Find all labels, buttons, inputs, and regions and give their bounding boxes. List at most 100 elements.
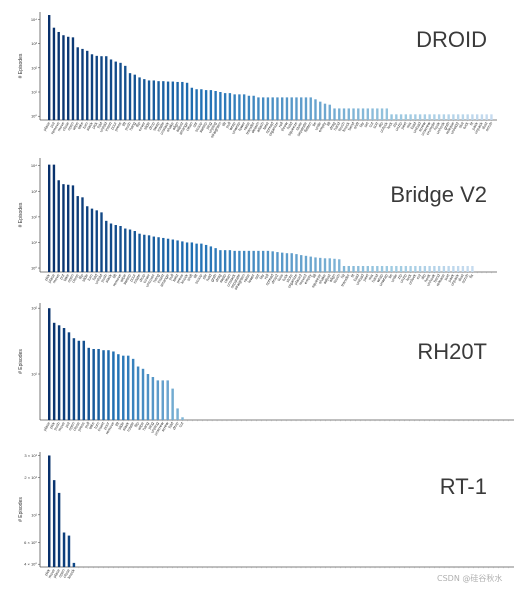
x-tick-label: shake [165,120,175,132]
y-axis-label: # Episodes [18,497,24,522]
x-tick-label: roll [263,273,270,280]
x-tick-label: pull [167,273,174,281]
x-tick-label: detach [250,121,260,134]
x-tick-label: fit [468,120,474,126]
x-tick-label: lock [386,121,394,130]
x-tick-label: store [285,272,294,283]
x-tick-label: release [435,272,446,287]
bar [442,114,446,120]
bar [414,114,417,120]
x-tick-label: pour [109,120,118,130]
x-tick-label: dust [457,272,466,282]
x-tick-label: hold [205,273,213,282]
bar [219,250,222,272]
bar [376,266,379,272]
x-tick-label: grab [442,120,451,130]
bar [162,237,165,272]
x-tick-label: hang [152,273,161,283]
bar [361,108,365,120]
bar [423,266,427,272]
bar [352,266,355,272]
x-tick-label: hit [339,272,346,279]
bar [204,244,208,272]
x-tick-label: slide [142,120,151,130]
y-tick-label: 10⁰ [31,114,37,119]
x-tick-label: close [62,567,71,578]
bar [447,114,450,120]
bar [418,266,422,272]
bar [456,114,460,120]
x-tick-label: dust [480,120,489,130]
bar [342,266,346,272]
bar [133,74,136,120]
x-tick-label: open [57,568,66,578]
bar [171,239,175,272]
bar [128,73,132,120]
y-tick-label: 2 × 10¹ [24,475,37,480]
x-tick-label: adjust [175,120,185,133]
bar [285,253,289,272]
x-tick-label: knock [179,273,189,285]
bar [92,348,95,420]
bar [404,266,408,272]
bar [67,36,70,120]
x-tick-label: insert [156,272,166,284]
x-tick-label: lift [111,272,118,279]
x-tick-label: unscrew [420,121,432,136]
bar [347,108,350,120]
x-tick-label: shake [317,272,327,284]
x-tick-label: hook [423,273,432,283]
bar [200,89,203,120]
bar [281,252,284,272]
x-tick-label: grab [209,272,218,282]
x-tick-label: drop [147,120,156,130]
x-tick-label: unzip [394,120,403,131]
bar [114,225,117,272]
x-tick-label: flip [133,420,140,428]
x-tick-label: store [294,120,303,131]
x-tick-label: clean [223,273,232,284]
bar [328,104,331,120]
x-tick-label: press [113,121,122,132]
bar [147,80,151,120]
bar [290,253,293,272]
y-tick-label: 10¹ [31,372,37,377]
bar [319,101,322,120]
x-tick-label: flatten [303,121,313,133]
bar [395,266,398,272]
bar [57,325,61,420]
y-axis-label: # Episodes [18,349,24,374]
bar [185,242,189,272]
x-tick-label: unload [355,273,365,286]
bar [428,114,431,120]
bar [114,61,117,120]
x-tick-label: dip [420,272,427,280]
bar [146,374,150,420]
x-tick-label: unpack [473,121,484,135]
x-tick-label: empty [317,121,327,133]
x-tick-label: empty [303,273,313,285]
panel-rt1: 3 × 10¹ 2 × 10¹ 10¹ 6 × 10⁰ 4 × 10⁰ # Episode… [18,452,514,580]
bar [271,97,274,120]
bar [380,266,384,272]
x-tick-label: press [76,421,85,432]
bar [223,250,227,272]
x-tick-label: press [175,273,184,284]
bar [152,80,155,120]
bar [309,97,312,120]
x-tick-label: unfold2 [449,120,460,135]
bar [342,108,346,120]
x-tick-label: tilt [192,272,199,279]
x-tick-label: push [52,421,61,431]
bar [62,328,66,420]
bar [409,266,412,272]
x-tick-label: hand [370,273,379,283]
x-tick-label: swap [151,120,160,131]
bar [333,108,336,120]
x-tick-label: insert [96,420,106,432]
x-tick-label: pull [224,121,231,129]
x-tick-label: zip [396,272,403,280]
bar [48,164,51,272]
bar [247,95,251,120]
bar [136,366,140,420]
